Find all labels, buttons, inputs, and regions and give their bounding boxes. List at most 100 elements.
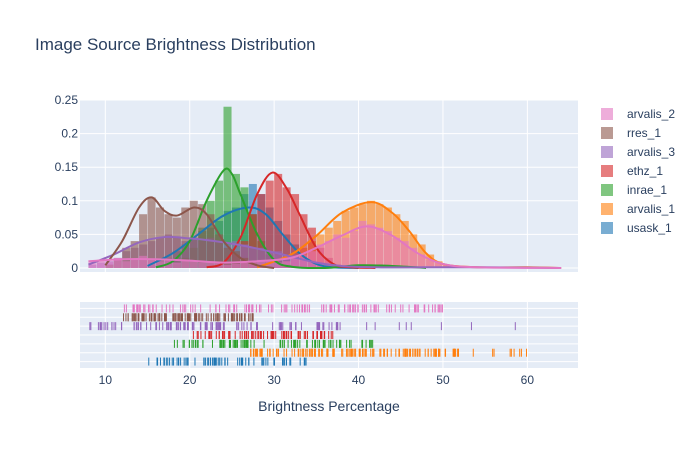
bar-arvalis_2 xyxy=(155,261,165,268)
legend-swatch xyxy=(601,165,613,177)
legend-swatch xyxy=(601,127,613,139)
density-curves xyxy=(88,167,562,270)
bar-rres_1 xyxy=(130,241,139,268)
y-tick-label: 0.1 xyxy=(61,194,78,208)
x-tick-label: 20 xyxy=(183,373,197,387)
bar-arvalis_2 xyxy=(181,259,190,268)
bar-arvalis_2 xyxy=(299,254,308,268)
bar-arvalis_2 xyxy=(324,241,333,268)
bar-arvalis_2 xyxy=(139,255,148,268)
bar-arvalis_2 xyxy=(223,264,232,268)
bar-ethz_1 xyxy=(257,194,266,268)
legend-item-inrae_1[interactable]: inrae_1 xyxy=(601,183,667,197)
x-axis-title: Brightness Percentage xyxy=(258,398,400,414)
y-tick-label: 0 xyxy=(71,261,78,275)
bar-arvalis_2 xyxy=(291,257,300,268)
x-tick-label: 10 xyxy=(99,373,113,387)
legend-swatch xyxy=(601,108,613,120)
bar-rres_1 xyxy=(122,247,131,268)
bar-rres_1 xyxy=(198,204,207,268)
legend-label: usask_1 xyxy=(627,221,672,235)
bar-rres_1 xyxy=(164,214,173,268)
bar-arvalis_2 xyxy=(105,261,114,268)
bar-arvalis_2 xyxy=(341,237,350,268)
bar-ethz_1 xyxy=(291,194,300,268)
bar-arvalis_2 xyxy=(122,261,131,268)
legend[interactable]: arvalis_2 rres_1 arvalis_3 ethz_1 inrae_1arv… xyxy=(601,107,675,235)
y-tick-label: 0.2 xyxy=(61,127,78,141)
legend-item-rres_1[interactable]: rres_1 xyxy=(601,126,661,140)
legend-item-arvalis_1[interactable]: arvalis_1 xyxy=(601,202,675,216)
legend-label: arvalis_2 xyxy=(627,107,675,121)
bar-inrae_1 xyxy=(231,173,240,268)
legend-swatch xyxy=(601,203,613,215)
bar-rres_1 xyxy=(215,234,224,268)
bar-arvalis_2 xyxy=(366,224,376,268)
bar-arvalis_2 xyxy=(189,261,198,268)
bar-arvalis_2 xyxy=(316,244,325,268)
bar-arvalis_2 xyxy=(130,259,139,268)
legend-label: inrae_1 xyxy=(627,183,667,197)
curve-arvalis_3 xyxy=(88,235,562,269)
legend-item-arvalis_2[interactable]: arvalis_2 xyxy=(601,107,675,121)
bar-ethz_1 xyxy=(282,187,291,268)
y-tick-label: 0.05 xyxy=(55,227,79,241)
bar-arvalis_2 xyxy=(358,220,367,268)
bar-arvalis_2 xyxy=(400,241,409,268)
x-tick-label: 30 xyxy=(267,373,281,387)
legend-label: ethz_1 xyxy=(627,164,663,178)
bar-arvalis_2 xyxy=(409,247,418,268)
legend-label: rres_1 xyxy=(627,126,661,140)
bar-arvalis_2 xyxy=(392,237,401,268)
bar-ethz_1 xyxy=(274,173,283,268)
legend-swatch xyxy=(601,222,613,234)
legend-item-arvalis_3[interactable]: arvalis_3 xyxy=(601,145,675,159)
bar-arvalis_2 xyxy=(231,263,240,268)
bar-inrae_1 xyxy=(215,180,224,268)
bar-arvalis_3 xyxy=(257,247,266,268)
x-tick-label: 40 xyxy=(352,373,366,387)
bar-arvalis_2 xyxy=(375,227,384,268)
legend-item-ethz_1[interactable]: ethz_1 xyxy=(601,164,663,178)
y-tick-label: 0.15 xyxy=(55,160,79,174)
bar-arvalis_3 xyxy=(240,244,249,268)
x-tick-label: 60 xyxy=(521,373,535,387)
bar-arvalis_2 xyxy=(206,261,215,268)
bar-rres_1 xyxy=(172,217,181,268)
bar-arvalis_2 xyxy=(198,262,207,268)
bar-arvalis_3 xyxy=(248,247,257,268)
bar-arvalis_2 xyxy=(426,259,435,268)
histogram-bars xyxy=(88,106,460,268)
bar-arvalis_2 xyxy=(434,262,443,268)
bar-arvalis_2 xyxy=(113,257,122,268)
bar-inrae_1 xyxy=(223,106,232,268)
bar-arvalis_2 xyxy=(383,231,392,268)
curve-arvalis_2 xyxy=(88,225,562,269)
legend-swatch xyxy=(601,184,613,196)
bar-arvalis_2 xyxy=(282,261,291,268)
bar-ethz_1 xyxy=(307,227,316,268)
bar-arvalis_2 xyxy=(257,259,266,268)
bar-arvalis_2 xyxy=(172,262,181,268)
bar-rres_1 xyxy=(231,251,240,268)
x-axis-ticks: 10 20 30 40 50 60 xyxy=(99,373,535,387)
legend-swatch xyxy=(601,146,613,158)
bar-arvalis_2 xyxy=(265,261,274,268)
bar-rres_1 xyxy=(147,197,156,268)
bar-arvalis_2 xyxy=(88,261,97,268)
bar-ethz_1 xyxy=(248,214,257,268)
chart-title: Image Source Brightness Distribution xyxy=(35,35,316,54)
bar-arvalis_2 xyxy=(417,254,426,268)
bar-arvalis_2 xyxy=(96,259,105,268)
bar-arvalis_2 xyxy=(350,231,359,268)
curve-rres_1 xyxy=(104,196,275,269)
legend-label: arvalis_1 xyxy=(627,202,675,216)
bar-arvalis_2 xyxy=(274,262,283,268)
rug-marks xyxy=(89,304,527,366)
bar-arvalis_2 xyxy=(240,262,249,268)
bar-ethz_1 xyxy=(265,180,274,268)
x-tick-label: 50 xyxy=(436,373,450,387)
legend-label: arvalis_3 xyxy=(627,145,675,159)
legend-item-usask_1[interactable]: usask_1 xyxy=(601,221,672,235)
